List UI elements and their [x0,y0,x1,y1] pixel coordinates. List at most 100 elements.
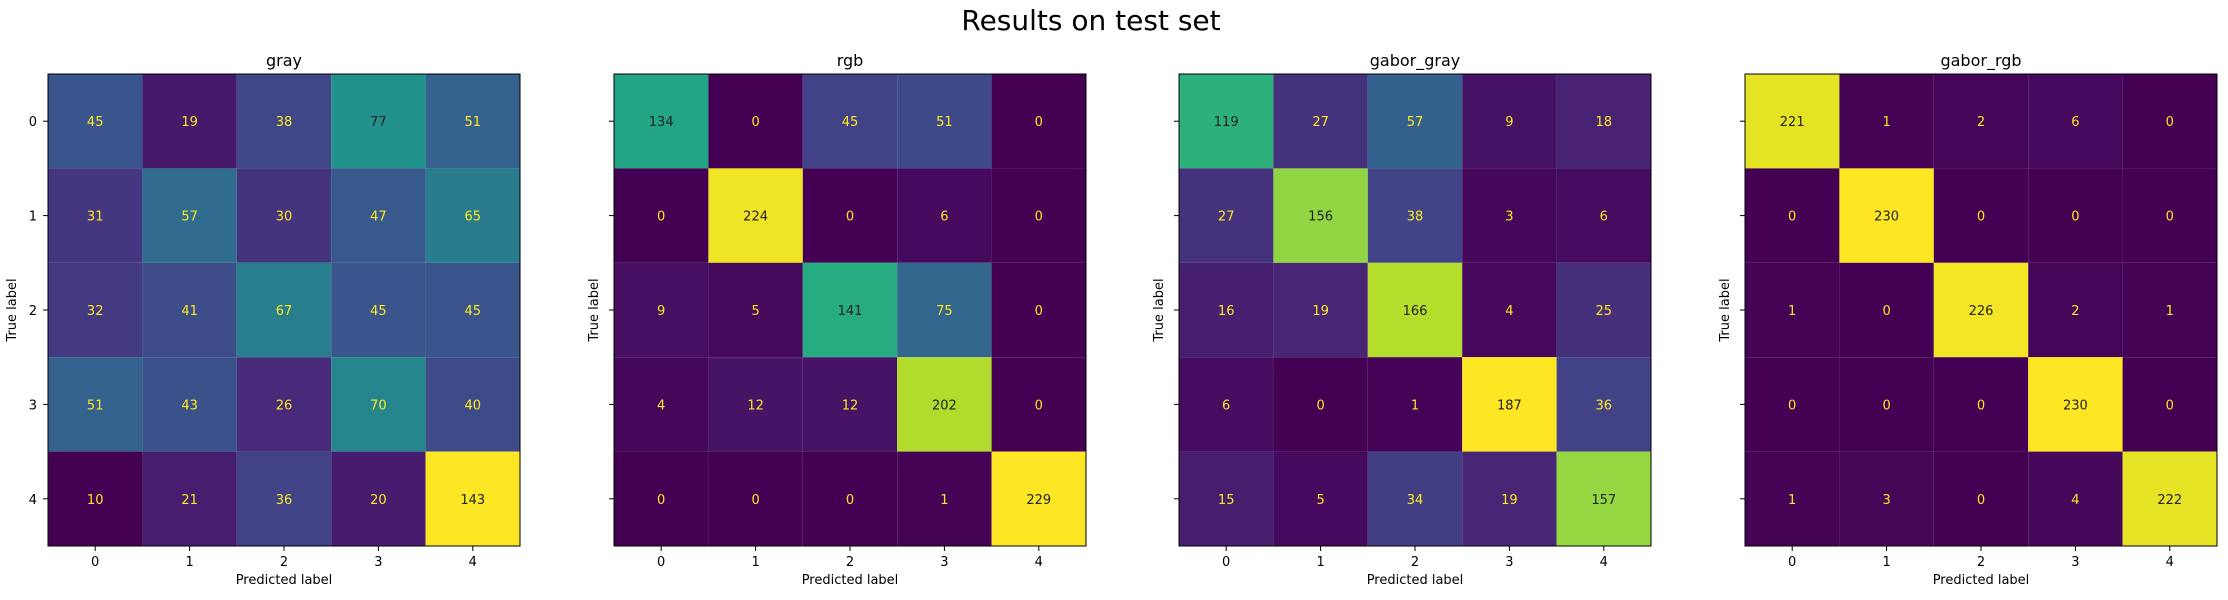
cell-value-label: 4 [1505,304,1513,319]
heatmap-cell [1933,262,2029,358]
y-axis-label: True label [1152,278,1167,342]
heatmap-cell [1273,262,1368,358]
confusion-matrix-gabor_rgb: 221 1 2 6 00 230 0 0 01 0 226 2 10 0 0 230 01 3 0 4 222gabor… [1718,51,2218,588]
cell-value-label: 51 [936,115,953,130]
heatmap-cell [2122,451,2217,546]
cell-value-label: 12 [747,398,764,413]
x-axis-label: Predicted label [802,573,899,588]
x-tick-label: 2 [846,555,854,570]
heatmap-cell [1745,74,1840,169]
cell-value-label: 134 [649,115,674,130]
x-tick-label: 0 [1788,555,1796,570]
heatmap-cell [708,357,803,452]
cell-value-label: 40 [465,398,482,413]
heatmap-cell [897,451,992,546]
heatmap-cell [991,168,1086,263]
heatmap-cell [1839,74,1934,169]
heatmap-cell [1839,262,1934,358]
cell-value-label: 1 [2166,304,2174,319]
cell-value-label: 19 [181,115,198,130]
cell-value-label: 45 [842,115,859,130]
cell-value-label: 36 [1596,398,1613,413]
x-tick-label: 3 [1505,555,1513,570]
cell-value-label: 45 [87,115,104,130]
heatmap-cell [1273,357,1368,452]
cell-value-label: 0 [1035,210,1043,225]
cell-value-label: 3 [1505,210,1513,225]
heatmap-cell [802,74,898,169]
heatmap-cell [2028,357,2123,452]
heatmap-cell [802,262,898,358]
cell-value-label: 31 [87,210,104,225]
cell-value-label: 20 [370,493,387,508]
cell-value-label: 0 [1035,398,1043,413]
cell-value-label: 221 [1780,115,1805,130]
heatmap-cell [1556,168,1651,263]
x-axis-label: Predicted label [1367,573,1464,588]
heatmap-cell [1745,168,1840,263]
heatmap-cell [331,262,426,358]
y-axis-label: True label [587,278,602,342]
cell-value-label: 0 [751,115,759,130]
y-tick-label: 1 [29,210,37,225]
y-tick-label: 0 [29,115,37,130]
cell-value-label: 45 [370,304,387,319]
cell-value-label: 18 [1596,115,1613,130]
heatmap-cell [802,451,898,546]
heatmap-cell [331,451,426,546]
confusion-matrix-rgb: 134 0 45 51 00 224 0 6 09 5 141 75 04 12 12 202 00 0 0 1 229… [587,51,1087,588]
heatmap-cell [142,168,237,263]
cell-value-label: 2 [2071,304,2079,319]
heatmap-cell [1179,262,1274,358]
cell-value-label: 187 [1497,398,1522,413]
heatmap-cell [142,357,237,452]
heatmap-cell [708,451,803,546]
cell-value-label: 6 [1222,398,1230,413]
cell-value-label: 141 [838,304,863,319]
heatmap-cell [897,262,992,358]
x-tick-label: 1 [185,555,193,570]
x-tick-label: 4 [1600,555,1608,570]
heatmap-cell [991,451,1086,546]
heatmap-cell [2028,451,2123,546]
heatmap-cell [1556,451,1651,546]
cell-value-label: 143 [460,493,485,508]
cell-value-label: 156 [1308,210,1333,225]
x-axis-label: Predicted label [236,573,333,588]
x-tick-label: 0 [1222,555,1230,570]
cell-value-label: 6 [2071,115,2079,130]
cell-value-label: 47 [370,210,387,225]
x-tick-label: 0 [657,555,665,570]
cell-value-label: 4 [2071,493,2079,508]
cell-value-label: 21 [181,493,198,508]
heatmap-cell [708,262,803,358]
x-tick-label: 1 [751,555,759,570]
heatmap-cell [1933,451,2029,546]
cell-value-label: 3 [1882,493,1890,508]
panel-title: gray [266,51,302,70]
cell-value-label: 27 [1218,210,1235,225]
heatmap-cell [1179,357,1274,452]
panel-title: gabor_rgb [1940,51,2021,71]
heatmap-cell [1367,74,1463,169]
heatmap-cell [236,262,332,358]
x-tick-label: 2 [1977,555,1985,570]
cell-value-label: 0 [1788,210,1796,225]
heatmap-cell [708,168,803,263]
cell-value-label: 0 [2166,115,2174,130]
heatmap-cell [2028,262,2123,358]
heatmap-cell [1273,74,1368,169]
heatmap-cell [1273,451,1368,546]
heatmap-cell [1556,357,1651,452]
heatmap-cell [1745,262,1840,358]
cell-value-label: 57 [1407,115,1424,130]
heatmap-cell [1462,168,1557,263]
cell-value-label: 157 [1591,493,1616,508]
heatmap-cell [1462,262,1557,358]
cell-value-label: 70 [370,398,387,413]
heatmap-cell [331,357,426,452]
cell-value-label: 0 [1788,398,1796,413]
cell-value-label: 0 [1316,398,1324,413]
